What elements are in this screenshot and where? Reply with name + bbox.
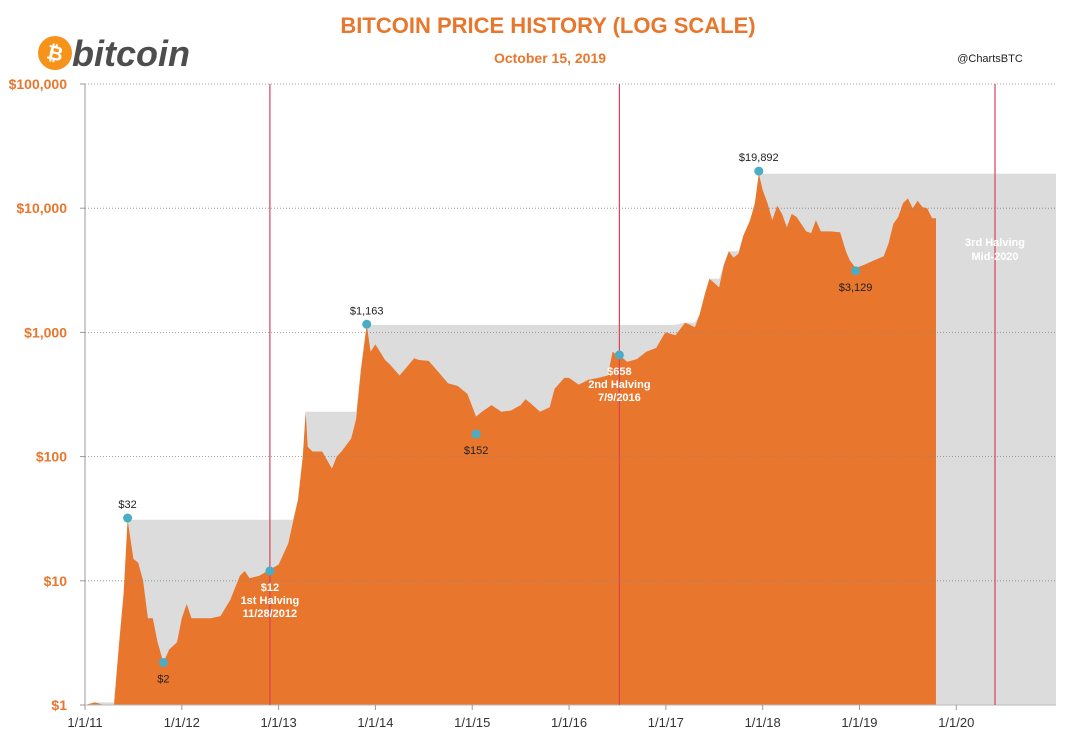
- y-tick-label: $1: [51, 697, 67, 713]
- price-marker: [471, 429, 481, 439]
- bitcoin-logo-glyph: ₿: [45, 42, 66, 67]
- x-tick-label: 1/1/16: [551, 715, 587, 730]
- price-marker: [614, 350, 624, 360]
- data-label: $19,892: [739, 152, 779, 164]
- y-tick-label: $100: [36, 449, 67, 465]
- data-label: $2: [157, 673, 169, 685]
- data-label: $1,163: [350, 305, 384, 317]
- x-tick-label: 1/1/14: [357, 715, 393, 730]
- data-label: $152: [464, 445, 488, 457]
- price-marker: [362, 319, 372, 329]
- chart-title: BITCOIN PRICE HISTORY (LOG SCALE): [340, 13, 755, 38]
- halving-annotation: 2nd Halving: [588, 379, 650, 391]
- data-label: $32: [118, 499, 136, 511]
- price-area: [85, 173, 936, 706]
- x-tick-label: 1/1/17: [648, 715, 684, 730]
- price-marker: [123, 513, 133, 523]
- halving-annotation: 11/28/2012: [243, 608, 297, 620]
- halving-label: Mid-2020: [971, 251, 1018, 263]
- bitcoin-logo-icon: [38, 36, 72, 70]
- data-label: $658: [607, 366, 631, 378]
- logo: ₿ bitcoin: [38, 33, 190, 74]
- halving-annotation: 7/9/2016: [598, 392, 641, 404]
- halving-label: 3rd Halving: [965, 237, 1025, 249]
- price-marker: [158, 657, 168, 667]
- price-marker: [851, 266, 861, 276]
- logo-text: bitcoin: [72, 33, 190, 74]
- y-tick-label: $1,000: [24, 324, 67, 340]
- x-tick-label: 1/1/12: [164, 715, 200, 730]
- x-tick-label: 1/1/19: [841, 715, 877, 730]
- x-tick-label: 1/1/18: [745, 715, 781, 730]
- y-tick-label: $10: [44, 573, 68, 589]
- data-label: $3,129: [839, 282, 873, 294]
- plot-area: $1 $10 $100 $1,000 $10,000 $100,000 1/1/11 1/1/…: [9, 76, 1056, 730]
- y-tick-label: $10,000: [16, 200, 67, 216]
- x-tick-label: 1/1/20: [938, 715, 974, 730]
- price-marker: [754, 166, 764, 176]
- x-tick-label: 1/1/15: [454, 715, 490, 730]
- chart-subtitle: October 15, 2019: [494, 50, 606, 66]
- data-label: $12: [261, 582, 279, 594]
- price-marker: [265, 566, 275, 576]
- y-tick-label: $100,000: [9, 76, 68, 92]
- halving-annotation: 1st Halving: [241, 595, 300, 607]
- credit: @ChartsBTC: [957, 53, 1023, 65]
- x-tick-label: 1/1/11: [67, 715, 102, 730]
- x-tick-label: 1/1/13: [261, 715, 297, 730]
